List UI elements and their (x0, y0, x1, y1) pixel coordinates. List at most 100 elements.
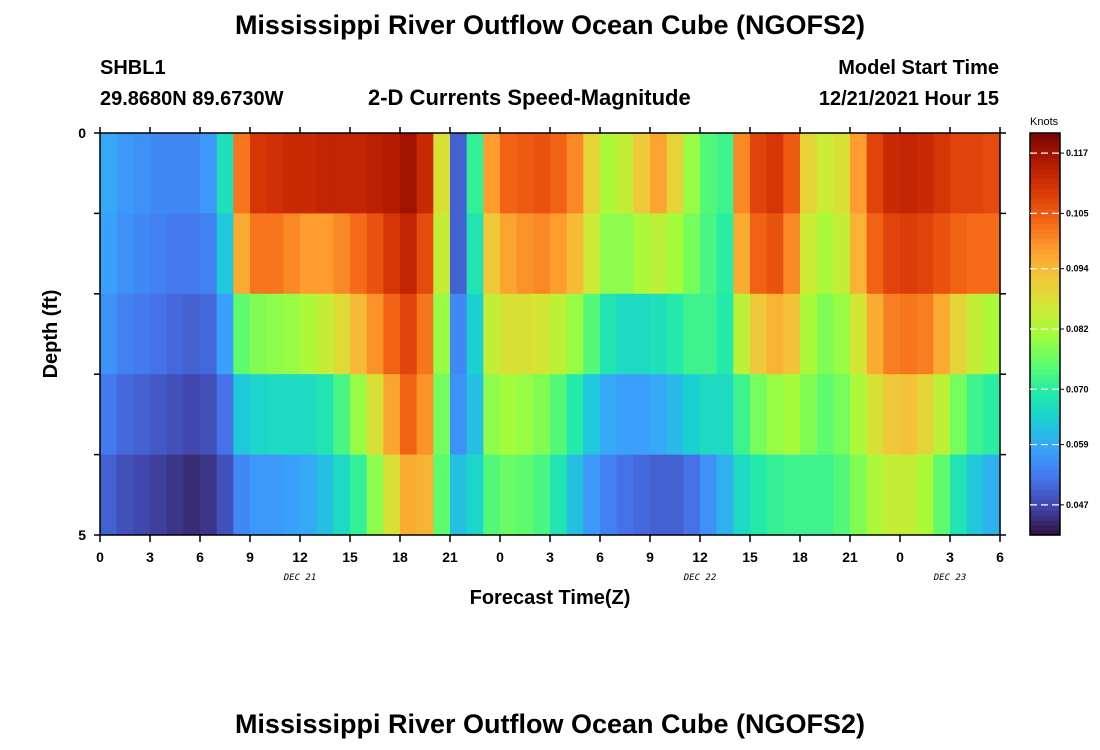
colorbar-tick-label: 0.117 (1066, 148, 1088, 158)
colorbar-tick-label: 0.105 (1066, 208, 1089, 218)
heatmap-cell (266, 374, 284, 455)
heatmap-cell (666, 374, 684, 455)
colorbar-segment (1030, 334, 1060, 340)
heatmap-cell (350, 454, 368, 536)
heatmap-cell (550, 374, 568, 455)
heatmap-cell (433, 374, 451, 455)
heatmap-cell (133, 213, 151, 295)
heatmap-cell (916, 454, 934, 536)
colorbar-segment (1030, 318, 1060, 325)
colorbar-segment (1030, 238, 1060, 245)
colorbar-tick-label: 0.047 (1066, 500, 1089, 510)
heatmap-cell (100, 213, 118, 295)
colorbar-segment (1030, 163, 1060, 169)
heatmap-cell (233, 133, 251, 214)
heatmap-cell (833, 374, 851, 455)
heatmap-cell (383, 133, 401, 214)
heatmap-cell (283, 133, 301, 214)
x-tick-label: 15 (742, 549, 758, 565)
colorbar-segment (1030, 364, 1060, 370)
heatmap-cell (283, 293, 301, 375)
heatmap-cell (716, 133, 734, 214)
colorbar-segment (1030, 183, 1060, 189)
heatmap-cell (900, 374, 918, 455)
heatmap-cell (333, 133, 351, 214)
colorbar-segment (1030, 479, 1060, 486)
colorbar-segment (1030, 293, 1060, 300)
colorbar-segment (1030, 138, 1060, 144)
heatmap-cell (166, 454, 184, 536)
heatmap-cell (116, 213, 134, 295)
colorbar-segment (1030, 529, 1060, 536)
heatmap-cell (966, 293, 984, 375)
heatmap-cell (533, 454, 551, 536)
heatmap-cell (383, 293, 401, 375)
colorbar-unit-label: Knots (1030, 116, 1059, 128)
heatmap-cell (366, 454, 384, 536)
heatmap-cell (200, 213, 218, 295)
heatmap-cell (733, 374, 751, 455)
heatmap-cell (833, 213, 851, 295)
heatmap-cell (116, 454, 134, 536)
heatmap-cell (700, 293, 718, 375)
heatmap-cell (333, 454, 351, 536)
chart-title: Mississippi River Outflow Ocean Cube (NG… (234, 10, 866, 40)
heatmap-cell (883, 133, 901, 214)
heatmap-cell (950, 133, 968, 214)
x-tick-label: 3 (546, 549, 554, 565)
date-label: DEC 22 (683, 573, 717, 583)
heatmap-cell (966, 454, 984, 536)
heatmap-cell (383, 213, 401, 295)
heatmap-cell (400, 133, 418, 214)
heatmap-cell (500, 213, 518, 295)
heatmap-cell (950, 293, 968, 375)
heatmap-cell (266, 454, 284, 536)
heatmap-cell (216, 454, 234, 536)
x-tick-label: 6 (996, 549, 1004, 565)
colorbar-segment (1030, 509, 1060, 516)
heatmap-cell (100, 374, 118, 455)
heatmap-cell (433, 293, 451, 375)
colorbar-segment (1030, 459, 1060, 466)
heatmap-cell (433, 133, 451, 214)
colorbar-segment (1030, 494, 1060, 501)
heatmap-cell (850, 213, 868, 295)
heatmap-cell (366, 293, 384, 375)
model-start-time: 12/21/2021 Hour 15 (818, 88, 999, 110)
colorbar-segment (1030, 504, 1060, 511)
colorbar-segment (1030, 148, 1060, 154)
heatmap-cell (933, 374, 951, 455)
heatmap-cell (633, 374, 651, 455)
heatmap-cell (800, 374, 818, 455)
heatmap-cell (400, 374, 418, 455)
heatmap-cell (400, 454, 418, 536)
heatmap-cell (483, 454, 501, 536)
x-axis-label: Forecast Time(Z) (470, 587, 631, 609)
colorbar-segment (1030, 424, 1060, 431)
colorbar-segment (1030, 469, 1060, 476)
x-tick-label: 21 (842, 549, 858, 565)
colorbar-tick-label: 0.070 (1066, 384, 1089, 394)
heatmap-cell (800, 293, 818, 375)
heatmap-cell (366, 133, 384, 214)
heatmap-cell (133, 293, 151, 375)
x-axis-date-labels: DEC 21 DEC 22 DEC 23 (283, 573, 967, 583)
colorbar-segment (1030, 323, 1060, 330)
heatmap-cell (683, 374, 701, 455)
colorbar-segment (1030, 218, 1060, 225)
heatmap-cell (583, 133, 601, 214)
colorbar-segment (1030, 223, 1060, 230)
heatmap-cell (733, 293, 751, 375)
heatmap-cell (750, 374, 768, 455)
heatmap-cell (350, 213, 368, 295)
heatmap-cell (933, 293, 951, 375)
heatmap-cell (183, 454, 201, 536)
heatmap-cell (916, 293, 934, 375)
colorbar-segment (1030, 178, 1060, 184)
colorbar-segment (1030, 394, 1060, 400)
colorbar: 0.047 0.059 0.070 0.082 0.094 0.105 0.117 (1029, 132, 1089, 536)
colorbar-segment (1030, 369, 1060, 375)
colorbar-segment (1030, 153, 1060, 159)
heatmap-cell (483, 293, 501, 375)
colorbar-segment (1030, 434, 1060, 441)
